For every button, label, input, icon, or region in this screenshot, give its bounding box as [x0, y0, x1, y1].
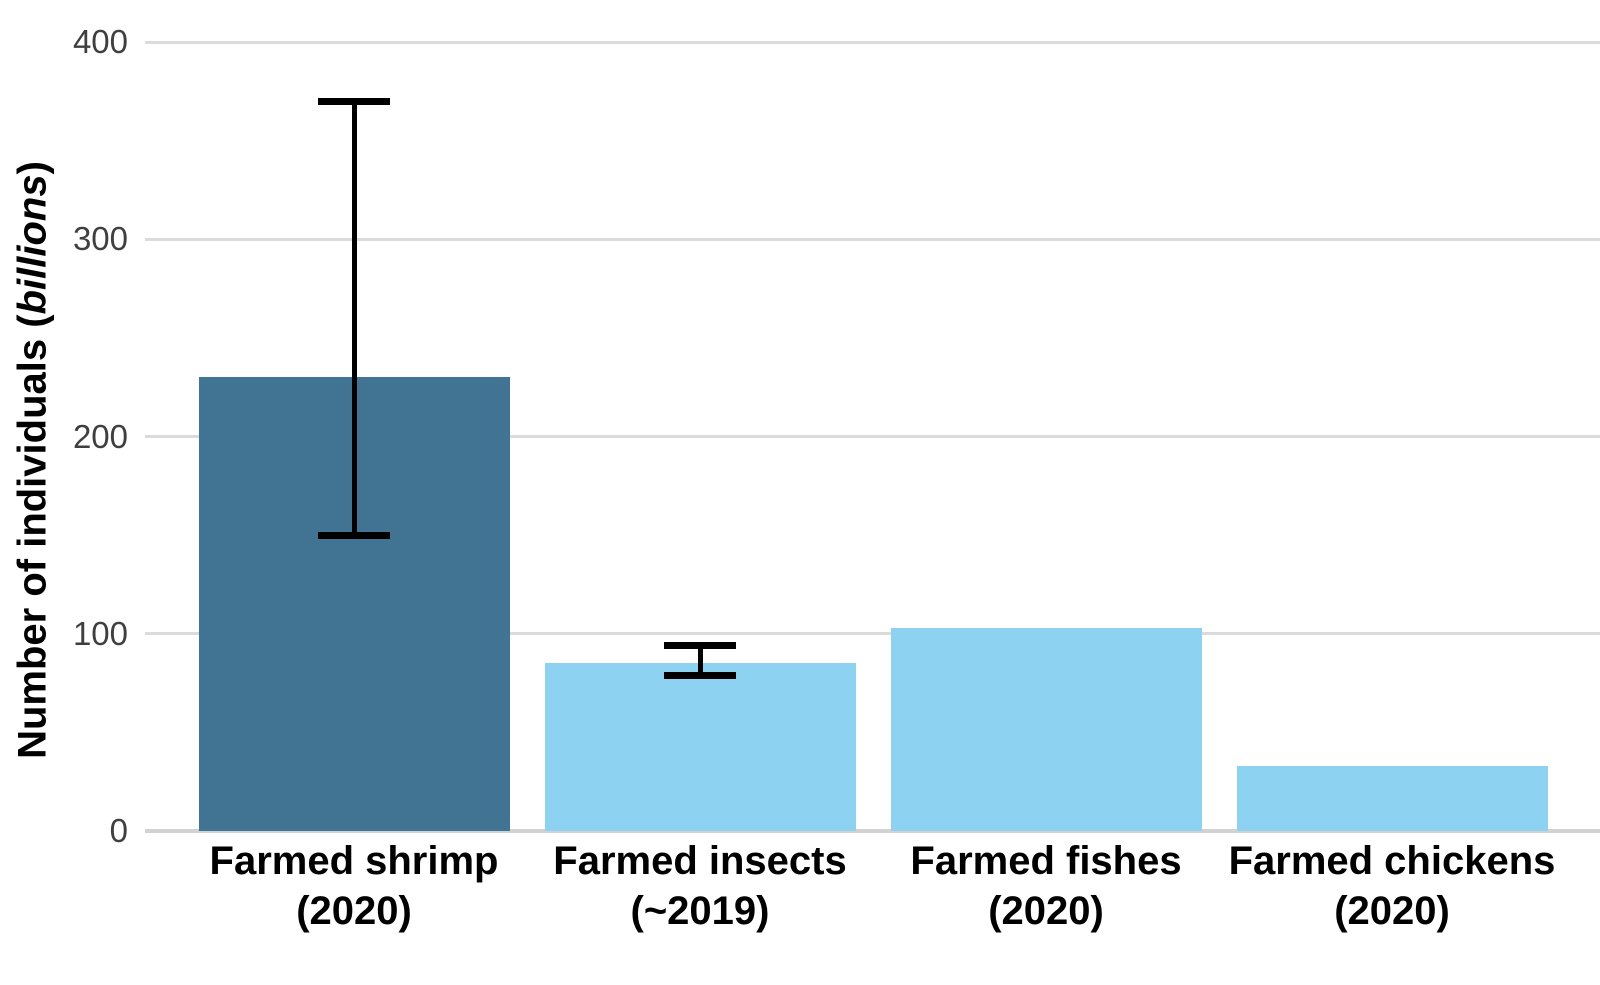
- bar-farmed-fishes: [890, 627, 1202, 831]
- y-tick-label-100: 100: [72, 614, 128, 652]
- y-tick-label-0: 0: [109, 812, 128, 849]
- error-bar-top-cap-farmed-insects: [664, 642, 736, 650]
- x-axis-label-farmed-shrimp: Farmed shrimp (2020): [144, 836, 564, 936]
- x-axis-label-line1: Farmed fishes: [910, 839, 1182, 883]
- y-tick-label-300: 300: [72, 220, 128, 258]
- x-axis-label-line2: (~2019): [630, 889, 770, 933]
- y-axis-title-suffix: ): [10, 161, 55, 175]
- error-bar-bottom-cap-farmed-shrimp: [318, 531, 390, 539]
- x-axis-label-line2: (2020): [296, 889, 412, 933]
- y-axis-title-prefix: Number of individuals (: [10, 314, 55, 759]
- gridline-0: [145, 829, 1600, 833]
- x-axis-label-line2: (2020): [988, 889, 1104, 933]
- bar-farmed-chickens: [1236, 765, 1548, 831]
- gridline-100: [145, 632, 1600, 636]
- x-axis-label-line2: (2020): [1334, 889, 1450, 933]
- x-axis-label-line1: Farmed shrimp: [209, 839, 499, 883]
- error-bar-stem-farmed-insects: [697, 645, 703, 676]
- error-bar-bottom-cap-farmed-insects: [664, 671, 736, 679]
- x-axis-label-farmed-chickens: Farmed chickens (2020): [1182, 836, 1600, 936]
- y-tick-label-200: 200: [72, 417, 128, 455]
- error-bar-stem-farmed-shrimp: [351, 101, 357, 536]
- error-bar-top-cap-farmed-shrimp: [318, 97, 390, 105]
- gridline-200: [145, 435, 1600, 438]
- x-axis-label-line1: Farmed insects: [553, 839, 847, 883]
- gridline-300: [145, 237, 1600, 241]
- x-axis-label-farmed-fishes: Farmed fishes (2020): [836, 836, 1256, 936]
- x-axis-label-farmed-insects: Farmed insects (~2019): [490, 836, 910, 936]
- bar-farmed-insects: [544, 663, 856, 831]
- y-tick-label-400: 400: [72, 23, 128, 60]
- gridline-400: [145, 40, 1600, 44]
- x-axis-label-line1: Farmed chickens: [1228, 839, 1556, 883]
